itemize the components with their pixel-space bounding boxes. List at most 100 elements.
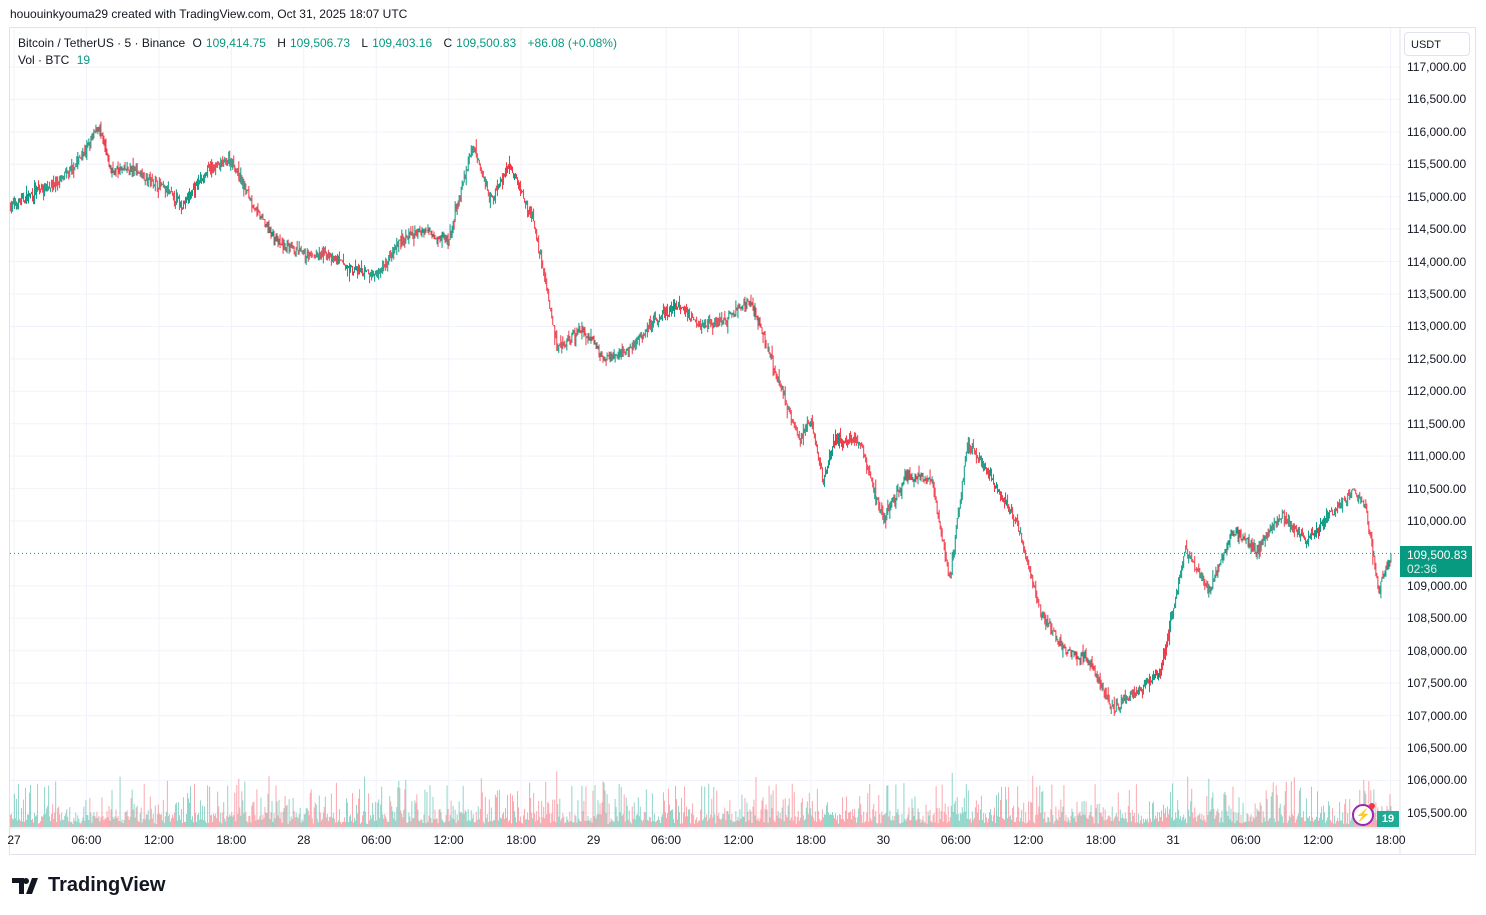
- volume-bar: [376, 820, 378, 827]
- volume-bar: [862, 822, 864, 827]
- time-tick: 18:00: [216, 833, 247, 847]
- volume-bar: [913, 815, 915, 827]
- volume-bar: [1389, 794, 1391, 827]
- volume-bar: [598, 814, 600, 827]
- price-tick: 117,000.00: [1407, 60, 1467, 74]
- volume-bar: [414, 800, 416, 827]
- volume-bar: [969, 818, 971, 827]
- volume-bar: [494, 794, 496, 827]
- volume-bar: [936, 807, 938, 827]
- volume-bar: [1224, 791, 1226, 827]
- volume-bar: [1308, 815, 1310, 827]
- volume-bar: [1004, 819, 1006, 827]
- volume-bar: [716, 790, 718, 827]
- volume-bar: [941, 784, 943, 827]
- volume-bar: [714, 814, 716, 827]
- volume-bar: [870, 818, 872, 827]
- volume-bar: [503, 819, 505, 827]
- volume-bar: [463, 813, 465, 827]
- volume-bar: [202, 805, 204, 827]
- volume-bar: [649, 817, 651, 827]
- volume-bar: [178, 815, 180, 827]
- volume-bar: [1183, 814, 1185, 827]
- volume-bar: [274, 818, 276, 827]
- volume-bar: [814, 811, 816, 827]
- volume-bar: [310, 789, 312, 827]
- time-tick: 28: [297, 833, 311, 847]
- volume-bar: [1233, 811, 1235, 827]
- volume-bar: [692, 803, 694, 827]
- volume-bar: [827, 812, 829, 827]
- volume-bar: [971, 811, 973, 827]
- volume-bar: [234, 792, 236, 827]
- lightning-icon[interactable]: ⚡: [1352, 803, 1375, 826]
- symbol-label[interactable]: Bitcoin / TetherUS · 5 · Binance: [18, 36, 186, 50]
- volume-bar: [235, 821, 237, 827]
- volume-bar: [519, 820, 521, 827]
- volume-bar: [974, 807, 976, 827]
- volume-bar: [428, 815, 430, 827]
- volume-bar: [269, 819, 271, 827]
- volume-bar: [653, 813, 655, 827]
- time-tick: 06:00: [1230, 833, 1261, 847]
- volume-bar: [500, 818, 502, 827]
- volume-bar: [825, 805, 827, 827]
- volume-bar: [373, 814, 375, 827]
- volume-bar: [102, 815, 104, 827]
- volume-bar: [1063, 785, 1065, 827]
- volume-bar: [589, 821, 591, 827]
- volume-bar: [160, 814, 162, 827]
- volume-bar: [1350, 820, 1352, 827]
- volume-bar: [120, 821, 122, 827]
- volume-bar: [518, 807, 520, 827]
- volume-bar: [705, 817, 707, 827]
- volume-bar: [1322, 819, 1324, 827]
- volume-bar: [214, 815, 216, 827]
- volume-bar: [924, 822, 926, 827]
- volume-bar: [1103, 820, 1105, 827]
- volume-bar: [805, 807, 807, 827]
- volume-bar: [548, 803, 550, 827]
- volume-bar: [262, 814, 264, 827]
- volume-bar: [419, 821, 421, 827]
- volume-bar: [78, 818, 80, 827]
- volume-bar: [343, 817, 345, 827]
- volume-bar: [239, 807, 241, 827]
- volume-bar: [1173, 820, 1175, 827]
- volume-bar: [380, 804, 382, 827]
- volume-bar: [1154, 815, 1156, 827]
- chart-frame: [9, 27, 1476, 855]
- volume-bar: [654, 822, 656, 827]
- volume-bar: [840, 814, 842, 827]
- volume-bar: [719, 818, 721, 827]
- volume-bar: [1311, 817, 1313, 827]
- volume-bar: [42, 816, 44, 827]
- volume-bar: [1314, 819, 1316, 827]
- volume-bar: [1067, 817, 1069, 827]
- volume-bar: [1192, 812, 1194, 827]
- volume-bar: [230, 816, 232, 827]
- volume-bar: [498, 789, 500, 827]
- volume-bar: [322, 812, 324, 827]
- volume-bar: [440, 812, 442, 827]
- volume-bar: [201, 819, 203, 827]
- volume-bar: [866, 812, 868, 827]
- currency-selector[interactable]: USDT: [1404, 32, 1470, 56]
- volume-bar: [763, 822, 765, 827]
- volume-bar: [30, 784, 32, 827]
- volume-bar: [1091, 816, 1093, 827]
- volume-bar: [639, 806, 641, 827]
- volume-bar: [1035, 814, 1037, 827]
- volume-bar: [163, 822, 165, 827]
- volume-bar: [704, 786, 706, 827]
- volume-bar: [1318, 820, 1320, 827]
- volume-bar: [1150, 821, 1152, 827]
- volume-bar: [231, 812, 233, 827]
- volume-label[interactable]: Vol · BTC: [18, 53, 70, 67]
- volume-bar: [90, 812, 92, 827]
- volume-bar: [919, 818, 921, 827]
- volume-bar: [643, 811, 645, 827]
- volume-bar: [287, 823, 289, 827]
- volume-bar: [21, 821, 23, 827]
